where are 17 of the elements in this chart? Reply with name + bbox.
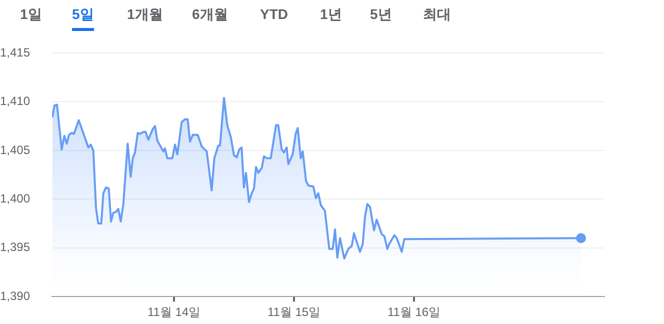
y-tick-label: 1,410 [0, 94, 30, 108]
y-tick-label: 1,415 [0, 45, 30, 60]
x-tick-label: 11월 14일 [147, 305, 201, 320]
y-tick-label: 1,400 [0, 191, 30, 206]
x-tick-label: 11월 16일 [387, 305, 441, 320]
text: 1일 [20, 6, 42, 24]
text: 5일 [72, 6, 94, 31]
y-tick-label: 1,390 [0, 288, 30, 303]
y-tick-label: 1,395 [0, 240, 30, 254]
text: YTD [260, 6, 288, 24]
text: 최대 [423, 6, 451, 24]
text: 6개월 [192, 6, 228, 24]
text: 1년 [320, 6, 342, 24]
y-tick-label: 1,405 [0, 142, 30, 157]
text: 5년 [370, 6, 392, 24]
x-tick-label: 11월 15일 [267, 305, 321, 320]
text: 1개월 [127, 6, 163, 24]
